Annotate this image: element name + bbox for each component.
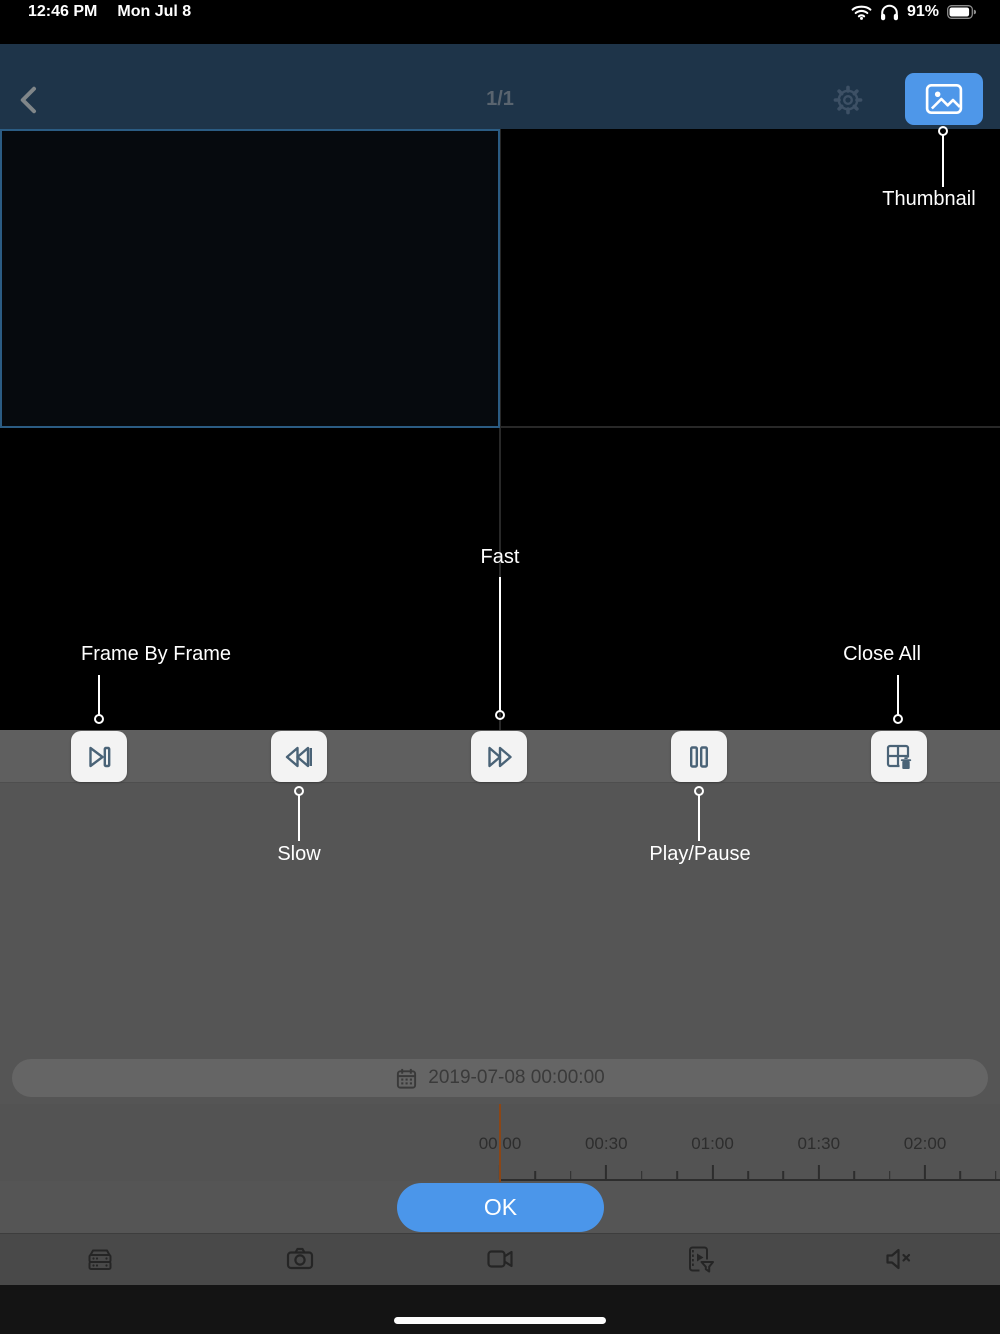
playback-panel: 2019-07-08 00:00:00 00:0000:3001:0001:30… [0,783,1000,1334]
callout-dot [495,710,505,720]
home-strip [0,1285,1000,1334]
callout-close-all: Close All [843,643,921,665]
video-cell-4[interactable] [501,428,1000,730]
timeline-tick [817,1165,820,1179]
timeline-tick [605,1165,608,1179]
video-cell-selected[interactable] [0,129,500,428]
thumbnail-image-icon [925,83,963,115]
fast-button[interactable] [471,731,527,782]
timeline-tick [747,1171,749,1179]
timeline-tick [995,1171,997,1179]
record-filter-icon[interactable] [684,1243,716,1275]
video-cell-3[interactable] [0,428,499,730]
timeline-tick [853,1171,855,1179]
timeline-tick [923,1165,927,1179]
callout-line [298,795,300,841]
timeline-tick-label: 01:30 [797,1134,841,1153]
page-indicator: 1/1 [486,88,514,110]
nav-bar [0,44,1000,129]
callout-dot [94,714,104,724]
frame-by-frame-icon [89,746,111,767]
callout-line [98,675,100,716]
video-grid [0,129,1000,730]
slow-button[interactable] [271,731,327,782]
record-icon[interactable] [484,1243,516,1275]
back-chevron-icon[interactable] [14,85,44,115]
callout-fast: Fast [480,546,520,568]
timeline-tick-label: 01:00 [691,1134,734,1153]
wifi-icon [851,5,872,20]
date-picker[interactable]: 2019-07-08 00:00:00 [12,1059,988,1097]
datetime-value: 2019-07-08 00:00:00 [428,1067,605,1088]
mute-icon[interactable] [882,1243,914,1275]
slow-icon [285,746,312,767]
snapshot-icon[interactable] [284,1243,316,1275]
callout-dot [938,126,948,136]
playback-control-bar [0,730,1000,783]
callout-dot [694,786,704,796]
callout-frame-by-frame: Frame By Frame [80,643,232,665]
timeline-playhead[interactable] [498,1104,502,1182]
callout-line [942,135,944,187]
ok-label: OK [483,1194,518,1220]
play-pause-button[interactable] [671,731,727,782]
status-time: 12:46 PM [28,3,98,20]
callout-slow: Slow [277,843,321,865]
device-icon[interactable] [84,1243,116,1275]
callout-dot [893,714,903,724]
timeline-tick-label: 00:30 [584,1134,628,1153]
grid-divider-horizontal [0,426,1000,428]
timeline-tick [782,1171,785,1179]
timeline-tick [676,1171,678,1179]
timeline-tick [570,1171,572,1179]
fast-icon [488,746,512,767]
timeline-tick-label: 02:00 [903,1134,947,1153]
timeline-tick [711,1165,714,1179]
battery-icon [947,5,976,19]
gear-icon[interactable] [830,82,866,118]
play-pause-icon [689,745,709,768]
video-cell-2[interactable] [501,129,1000,426]
frame-by-frame-button[interactable] [71,731,127,782]
callout-line [698,795,700,841]
timeline-tick [534,1171,537,1179]
grid-divider-vertical [499,129,501,730]
callout-line [897,675,899,716]
bottom-toolbar [0,1233,1000,1285]
timeline-baseline [500,1179,1000,1181]
timeline-tick [959,1171,962,1179]
timeline-tick [640,1171,643,1179]
status-date: Mon Jul 8 [117,3,192,20]
status-bar: 12:46 PM Mon Jul 8 91% [0,0,1000,44]
status-right: 91% [851,3,976,21]
close-all-button[interactable] [871,731,927,782]
calendar-icon [397,1068,417,1089]
callout-line [499,577,501,712]
headphones-icon [880,4,898,20]
callout-dot [294,786,304,796]
thumbnail-button[interactable] [905,73,983,125]
battery-percent: 91% [906,3,939,20]
close-all-icon [886,744,913,770]
timeline-tick [888,1171,891,1179]
callout-play-pause: Play/Pause [649,843,751,865]
callout-thumbnail: Thumbnail [882,188,976,210]
status-left: 12:46 PM Mon Jul 8 [28,3,191,21]
home-indicator[interactable] [394,1317,606,1324]
ok-button[interactable]: OK [397,1183,604,1232]
